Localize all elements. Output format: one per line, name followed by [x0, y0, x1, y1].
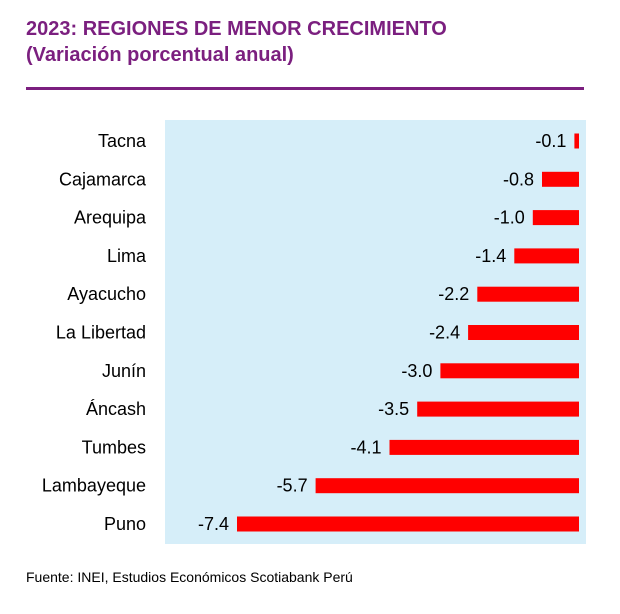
category-label: Ayacucho	[67, 284, 146, 304]
chart-title-line1: 2023: REGIONES DE MENOR CRECIMIENTO	[26, 18, 447, 40]
bar-tacna	[574, 133, 579, 149]
value-label: -0.8	[503, 169, 534, 189]
value-label: -1.0	[494, 208, 525, 228]
value-label: -1.4	[475, 246, 506, 266]
chart-title: 2023: REGIONES DE MENOR CRECIMIENTO (Var…	[26, 16, 447, 68]
category-label: Lima	[107, 246, 147, 266]
value-label: -2.2	[438, 284, 469, 304]
category-label: La Libertad	[56, 323, 146, 343]
category-label: Tacna	[98, 131, 147, 151]
value-label: -0.1	[535, 131, 566, 151]
value-label: -7.4	[198, 514, 229, 534]
bar-ayacucho	[477, 286, 579, 302]
value-label: -2.4	[429, 323, 460, 343]
value-label: -5.7	[277, 476, 308, 496]
bar-tumbes	[389, 439, 579, 455]
category-label: Puno	[104, 514, 146, 534]
category-label: Tumbes	[82, 437, 146, 457]
category-label: Junín	[102, 361, 146, 381]
bar-lima	[514, 248, 579, 264]
bar-la-libertad	[468, 325, 579, 340]
value-label: -3.5	[378, 399, 409, 419]
chart-subtitle: (Variación porcentual anual)	[26, 44, 294, 66]
source-note: Fuente: INEI, Estudios Económicos Scotia…	[26, 569, 353, 585]
bar-cajamarca	[542, 171, 579, 187]
bar-lambayeque	[315, 478, 579, 494]
bar-junín	[440, 363, 579, 379]
category-label: Cajamarca	[59, 169, 147, 189]
value-label: -4.1	[350, 437, 381, 457]
title-divider	[26, 87, 584, 90]
value-label: -3.0	[401, 361, 432, 381]
category-label: Lambayeque	[42, 476, 146, 496]
bar-puno	[237, 516, 579, 532]
bar-arequipa	[532, 210, 579, 226]
bar-áncash	[417, 401, 579, 417]
category-label: Arequipa	[74, 208, 147, 228]
category-label: Áncash	[86, 399, 146, 419]
